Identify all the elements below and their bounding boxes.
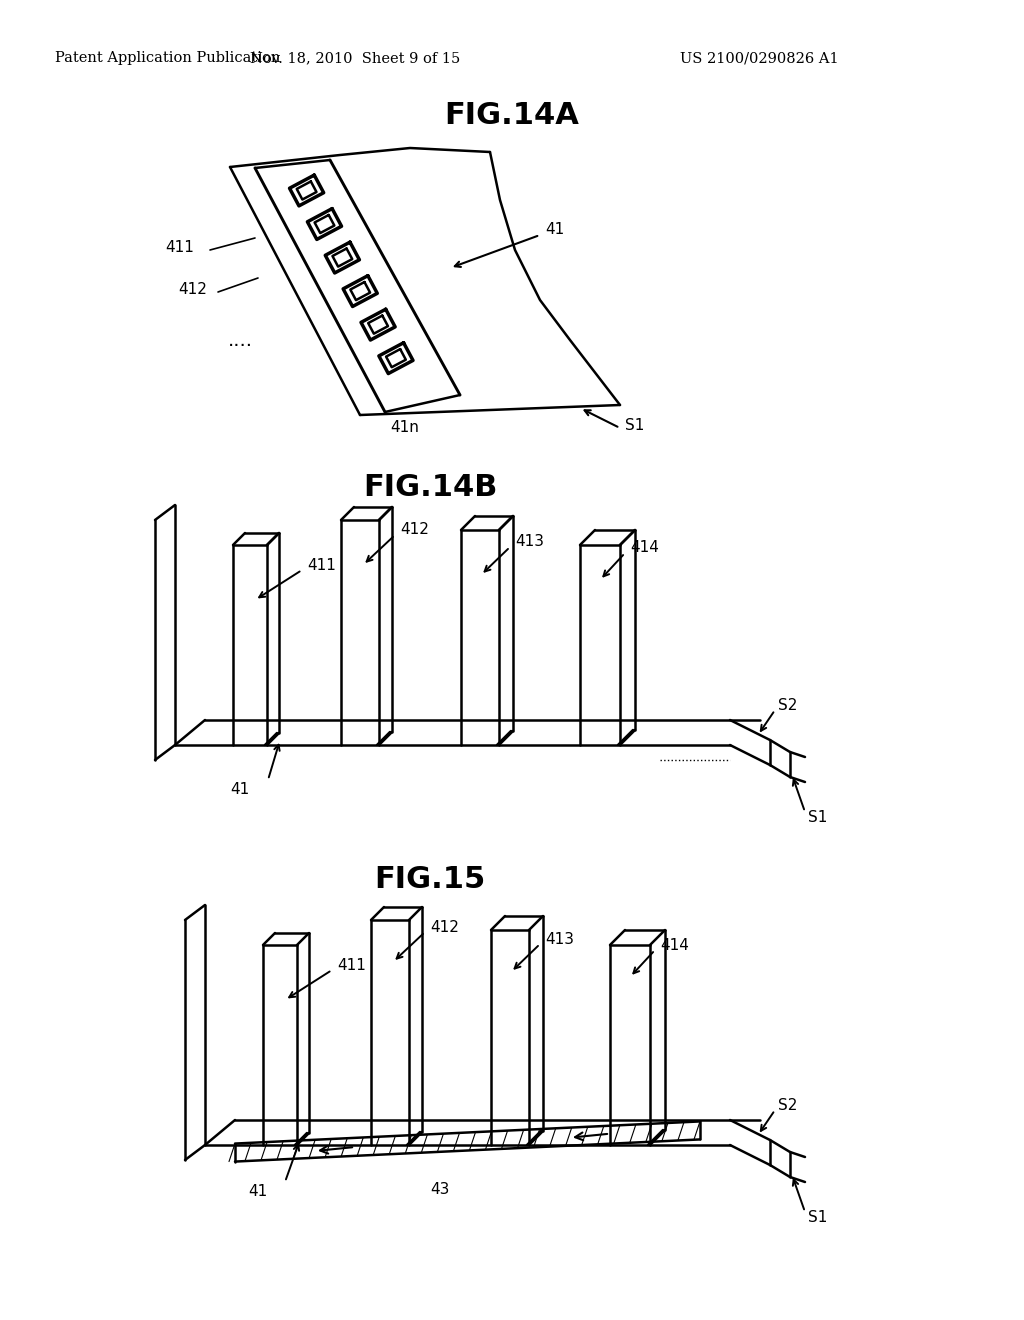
Text: FIG.14A: FIG.14A — [444, 100, 580, 129]
Text: 411: 411 — [337, 957, 366, 973]
Text: 41n: 41n — [390, 420, 419, 434]
Text: 41: 41 — [545, 223, 564, 238]
Text: 414: 414 — [660, 937, 689, 953]
Text: US 2100/0290826 A1: US 2100/0290826 A1 — [680, 51, 839, 65]
Text: 43: 43 — [430, 1183, 450, 1197]
Text: 41: 41 — [230, 783, 249, 797]
Text: 413: 413 — [545, 932, 574, 946]
Text: FIG.15: FIG.15 — [375, 866, 485, 895]
Text: S2: S2 — [778, 1097, 798, 1113]
Text: Patent Application Publication: Patent Application Publication — [55, 51, 281, 65]
Text: Nov. 18, 2010  Sheet 9 of 15: Nov. 18, 2010 Sheet 9 of 15 — [250, 51, 460, 65]
Text: 413: 413 — [515, 535, 544, 549]
Text: S2: S2 — [778, 697, 798, 713]
Text: S1: S1 — [808, 1209, 827, 1225]
Text: FIG.14B: FIG.14B — [362, 473, 498, 502]
Text: 412: 412 — [430, 920, 459, 935]
Text: S1: S1 — [808, 809, 827, 825]
Text: 412: 412 — [178, 282, 207, 297]
Text: 414: 414 — [630, 540, 658, 556]
Text: 411: 411 — [307, 557, 336, 573]
Text: S1: S1 — [625, 417, 644, 433]
Text: 41: 41 — [248, 1184, 267, 1200]
Text: 411: 411 — [165, 240, 194, 256]
Text: 412: 412 — [400, 523, 429, 537]
Text: ....: .... — [227, 330, 253, 350]
